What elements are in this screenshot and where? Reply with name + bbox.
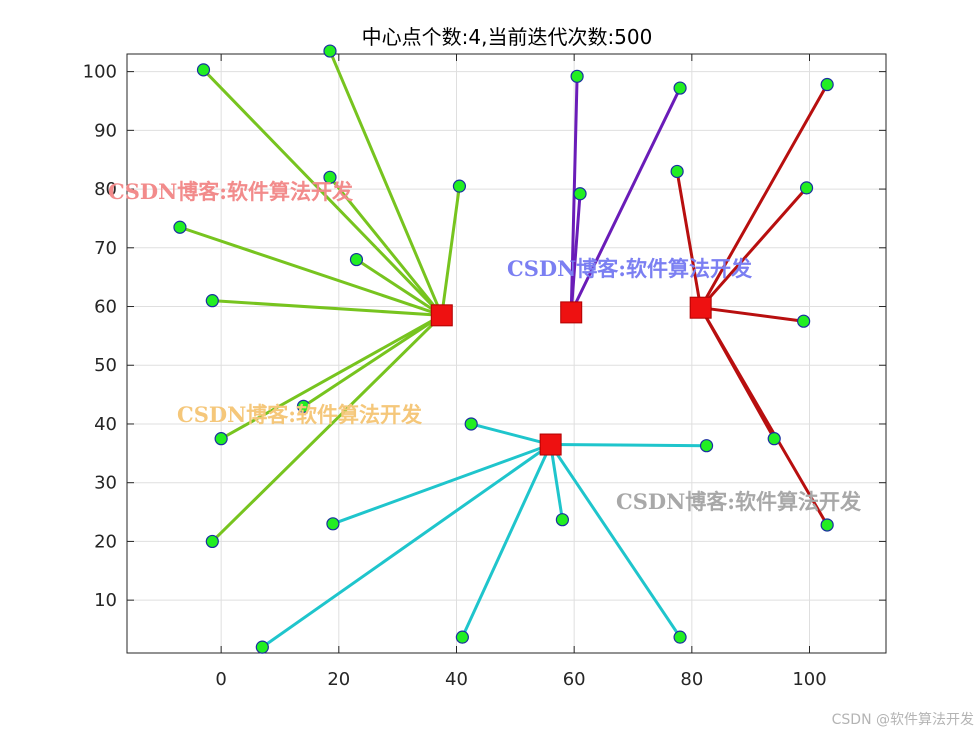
y-tick-label: 90	[94, 120, 117, 141]
y-tick-label: 10	[94, 590, 117, 611]
cluster-line	[354, 258, 444, 317]
data-point	[173, 220, 187, 234]
data-point	[573, 187, 587, 201]
cluster-line	[569, 86, 682, 314]
cluster-line	[260, 443, 553, 649]
data-point	[214, 432, 228, 446]
cluster-line	[210, 313, 444, 543]
x-tick-label: 20	[327, 669, 350, 690]
watermark-1: CSDN博客:软件算法开发	[108, 179, 354, 204]
cluster-line	[675, 169, 703, 310]
data-point	[296, 399, 311, 413]
x-tick-label: 0	[215, 669, 226, 690]
data-point	[799, 181, 814, 195]
cluster-line	[328, 49, 444, 317]
data-point	[196, 63, 211, 77]
cluster-line	[440, 184, 461, 317]
data-point	[326, 517, 340, 531]
y-tick-label: 100	[83, 62, 117, 83]
line-layer	[178, 49, 829, 649]
data-point	[797, 314, 811, 328]
x-tick-label: 80	[680, 669, 703, 690]
chart-title: 中心点个数:4,当前迭代次数:500	[362, 25, 653, 49]
cluster-line	[549, 443, 709, 448]
data-point	[452, 179, 467, 193]
cluster-center	[689, 296, 712, 319]
grid-layer	[127, 54, 886, 653]
data-point	[255, 640, 269, 654]
data-point	[767, 432, 781, 446]
cluster-line	[328, 175, 444, 317]
cluster-line	[201, 68, 444, 317]
credit-text: CSDN @软件算法开发	[831, 712, 974, 728]
y-tick-label: 30	[94, 473, 117, 494]
cluster-line	[302, 313, 444, 408]
data-point	[673, 81, 687, 95]
cluster-line	[569, 192, 582, 314]
cluster-line	[549, 443, 564, 522]
x-tick-label: 100	[792, 669, 826, 690]
cluster-line	[219, 313, 444, 441]
data-point	[670, 164, 684, 179]
data-point	[673, 630, 687, 644]
data-point	[323, 170, 337, 184]
data-point	[699, 439, 714, 453]
data-point	[349, 252, 364, 267]
x-tick-label: 40	[445, 669, 468, 690]
cluster-center	[560, 301, 583, 324]
cluster-line	[460, 443, 553, 639]
data-point	[323, 44, 337, 58]
watermark-4: CSDN博客:软件算法开发	[616, 489, 862, 514]
cluster-line	[549, 443, 682, 639]
y-tick-label: 60	[94, 297, 117, 318]
point-layer	[173, 44, 834, 654]
data-point	[455, 630, 469, 644]
cluster-line	[210, 299, 444, 317]
data-point	[570, 69, 584, 83]
cluster-line	[699, 306, 806, 323]
y-tick-label: 20	[94, 531, 117, 552]
cluster-center	[430, 304, 453, 327]
watermark-2: CSDN博客:软件算法开发	[507, 256, 753, 281]
data-point	[820, 518, 834, 532]
data-point	[555, 513, 569, 527]
y-tick-label: 50	[94, 355, 117, 376]
plot-frame	[126, 53, 887, 654]
x-tick-label: 60	[563, 669, 586, 690]
y-tick-label: 70	[94, 238, 117, 259]
watermark-3: CSDN博客:软件算法开发	[177, 402, 423, 427]
cluster-line	[469, 422, 553, 447]
cluster-line	[699, 306, 829, 527]
data-point	[464, 417, 478, 431]
y-tick-label: 80	[94, 179, 117, 200]
cluster-center	[539, 433, 562, 456]
cluster-line	[331, 443, 553, 526]
data-point	[205, 294, 219, 308]
cluster-line	[699, 83, 829, 310]
data-point	[820, 77, 834, 92]
data-point	[205, 534, 219, 549]
cluster-line	[699, 186, 809, 310]
center-layer	[430, 296, 712, 456]
y-tick-label: 40	[94, 414, 117, 435]
tick-layer: 0 20 40 60 80 100 10 20 30 40 50 60 70 80 90 100	[83, 54, 886, 690]
cluster-line	[178, 225, 444, 317]
